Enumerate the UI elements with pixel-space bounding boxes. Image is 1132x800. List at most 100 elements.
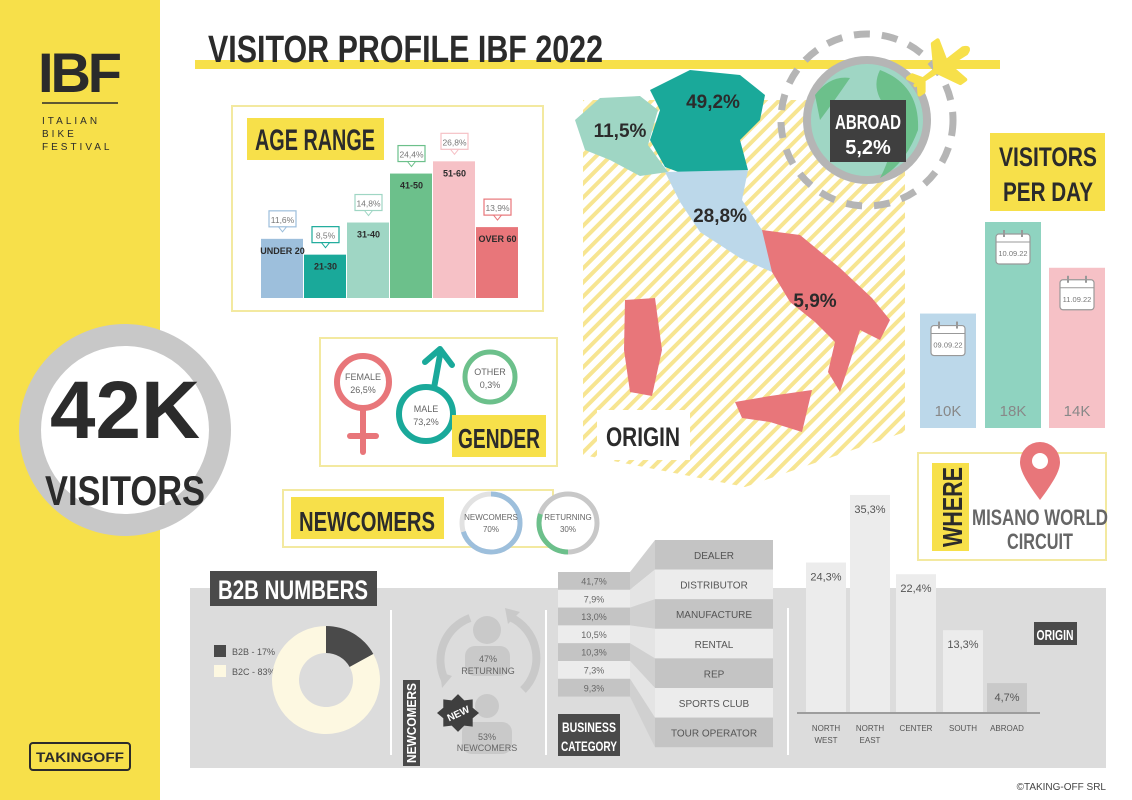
day-bars: 09.09.22 10K 10.09.22 18K 11.09.22 14K bbox=[920, 222, 1105, 428]
category-label: MANUFACTURE bbox=[676, 610, 752, 621]
returning-value: 30% bbox=[560, 525, 576, 534]
other-gender-ring bbox=[462, 349, 518, 405]
age-bar-category: UNDER 20 bbox=[260, 246, 305, 256]
origin-bar-category: WEST bbox=[814, 736, 837, 745]
day-value: 18K bbox=[1000, 403, 1027, 420]
age-bar-value: 11,6% bbox=[271, 215, 295, 225]
day-date: 09.09.22 bbox=[933, 341, 962, 350]
callout-pointer bbox=[277, 226, 288, 233]
day-value: 14K bbox=[1064, 403, 1091, 420]
origin-bar bbox=[987, 683, 1027, 712]
gender-other-label: OTHER bbox=[474, 367, 506, 377]
b2b-origin-title: ORIGIN bbox=[1037, 627, 1074, 644]
logo-subtitle-3: FESTIVAL bbox=[42, 142, 113, 153]
category-value-row bbox=[558, 625, 630, 644]
b2b-title: B2B NUMBERS bbox=[218, 575, 368, 605]
origin-bar bbox=[850, 494, 890, 712]
newcomers-arc bbox=[459, 491, 523, 555]
age-bar-category: 51-60 bbox=[443, 168, 466, 178]
origin-south-value: 5,9% bbox=[793, 291, 836, 312]
category-label-row bbox=[655, 628, 773, 659]
origin-bar-category: CENTER bbox=[900, 724, 933, 733]
category-value-row bbox=[558, 678, 630, 697]
business-category-title-1: BUSINESS bbox=[562, 719, 616, 735]
callout-pointer bbox=[449, 148, 460, 156]
category-value: 41,7% bbox=[581, 577, 607, 587]
new-badge-icon bbox=[437, 694, 479, 732]
category-value: 10,5% bbox=[581, 630, 607, 640]
age-bar bbox=[261, 238, 303, 298]
legend-b2c: B2C - 83% bbox=[232, 667, 276, 677]
copyright: ©TAKING-OFF SRL bbox=[1017, 782, 1107, 793]
gender-male-label: MALE bbox=[414, 404, 439, 414]
visitors-per-day-title-1: VISITORS bbox=[999, 142, 1097, 172]
origin-bar-value: 4,7% bbox=[994, 692, 1019, 704]
origin-center-value: 28,8% bbox=[693, 206, 747, 227]
abroad-label: ABROAD bbox=[835, 112, 901, 134]
ibf-logo: IBF ITALIAN BIKE FESTIVAL bbox=[38, 41, 123, 153]
male-symbol-icon bbox=[396, 346, 456, 444]
region-sicily bbox=[735, 390, 812, 432]
day-date: 11.09.22 bbox=[1063, 295, 1092, 304]
category-connector bbox=[630, 643, 655, 688]
age-bar bbox=[304, 254, 346, 298]
legend-b2b: B2B - 17% bbox=[232, 647, 275, 657]
category-label-row bbox=[655, 717, 773, 748]
gender-female-label: FEMALE bbox=[345, 372, 381, 382]
venue-line-2: CIRCUIT bbox=[1007, 529, 1073, 554]
origin-bar bbox=[943, 630, 983, 712]
origin-bar-category: NORTH bbox=[856, 724, 885, 733]
business-category: 41,7% DEALER 7,9% DISTRIBUTOR 13,0% MANUFACTU… bbox=[558, 540, 773, 748]
b2b-newcomers-value: 53% bbox=[478, 732, 496, 742]
b2b-returning-label: RETURNING bbox=[461, 666, 515, 676]
age-bar-category: OVER 60 bbox=[478, 234, 516, 244]
region-south bbox=[762, 230, 890, 392]
gender-male-value: 73,2% bbox=[413, 417, 439, 427]
person-newcomer-icon bbox=[462, 694, 512, 754]
category-label: TOUR OPERATOR bbox=[671, 729, 757, 740]
venue-line-1: MISANO WORLD bbox=[972, 505, 1108, 530]
b2b-newcomers-label: NEWCOMERS bbox=[457, 743, 518, 753]
total-visitors-value: 42K bbox=[50, 365, 200, 456]
origin-bar-value: 24,3% bbox=[810, 572, 841, 584]
footer-brand: TAKINGOFF bbox=[36, 749, 124, 765]
calendar-icon bbox=[995, 230, 1031, 265]
age-bar bbox=[347, 222, 389, 298]
logo-subtitle-1: ITALIAN bbox=[42, 116, 100, 127]
origin-bar-category: EAST bbox=[860, 736, 881, 745]
calendar-icon bbox=[1059, 275, 1095, 311]
category-label: DEALER bbox=[694, 551, 734, 562]
airplane-icon bbox=[906, 38, 971, 97]
category-value: 10,3% bbox=[581, 648, 607, 658]
category-connector bbox=[630, 678, 655, 748]
callout-pointer bbox=[406, 161, 417, 168]
category-value-row bbox=[558, 661, 630, 679]
legend-swatch-b2b bbox=[214, 645, 226, 657]
origin-nw-value: 11,5% bbox=[594, 121, 647, 142]
age-bars: UNDER 20 11,6% 21-30 8,5% 31-40 14,8% 41-50 24,… bbox=[260, 132, 518, 298]
category-connector bbox=[630, 599, 655, 629]
takingoff-logo: TAKINGOFF bbox=[29, 742, 131, 771]
category-connector bbox=[630, 661, 655, 718]
logo-name: IBF bbox=[38, 41, 121, 104]
age-bar-value: 24,4% bbox=[399, 150, 424, 160]
b2b-returning-value: 47% bbox=[479, 654, 497, 664]
b2b-newcomers: 47% RETURNING NEW 53% NEWCOMERS NEWCOMER… bbox=[403, 608, 541, 766]
day-value: 10K bbox=[935, 403, 962, 420]
category-label: DISTRIBUTOR bbox=[680, 581, 748, 592]
gender-title: GENDER bbox=[458, 423, 540, 454]
category-label-row bbox=[655, 688, 773, 718]
origin-bar-category: SOUTH bbox=[949, 724, 977, 733]
newcomers-label: NEWCOMERS bbox=[464, 513, 518, 522]
origin-bar-value: 35,3% bbox=[854, 504, 885, 516]
newcomers-section: NEWCOMERS NEWCOMERS 70% RETURNING 30% bbox=[282, 489, 600, 555]
gender-female-value: 26,5% bbox=[350, 385, 376, 395]
returning-label: RETURNING bbox=[544, 513, 592, 522]
calendar-icon bbox=[930, 321, 966, 357]
age-range-title-bg bbox=[247, 118, 384, 160]
b2b-newcomers-title: NEWCOMERS bbox=[404, 683, 419, 763]
callout-pointer bbox=[320, 242, 331, 249]
newcomers-value: 70% bbox=[483, 525, 499, 534]
category-connector bbox=[630, 540, 655, 590]
page-title: VISITOR PROFILE IBF 2022 bbox=[208, 29, 603, 71]
